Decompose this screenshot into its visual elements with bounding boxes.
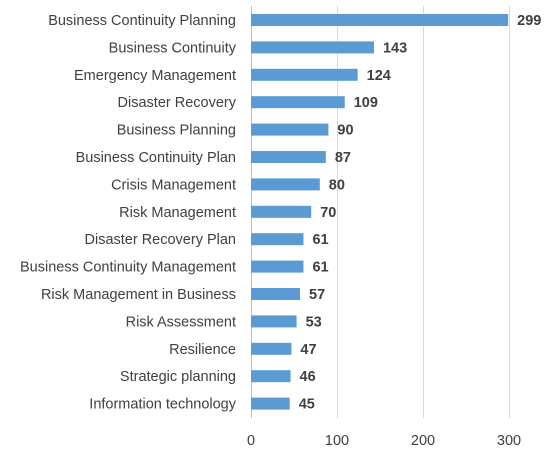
- category-label: Business Continuity Plan: [76, 150, 236, 166]
- category-label: Risk Management: [119, 205, 236, 221]
- x-axis-tick-labels: 0 100 200 300: [247, 433, 521, 449]
- category-label: Disaster Recovery Plan: [85, 232, 237, 248]
- bar: [251, 315, 297, 328]
- x-tick-label: 200: [411, 433, 435, 449]
- bar: [251, 14, 509, 26]
- bar: [251, 397, 290, 410]
- bar: [251, 260, 304, 273]
- data-label: 124: [367, 68, 391, 84]
- category-label: Disaster Recovery: [118, 95, 237, 111]
- data-label: 47: [300, 342, 316, 358]
- data-label: 45: [299, 397, 315, 413]
- data-label: 299: [517, 13, 541, 29]
- data-label: 57: [309, 287, 325, 303]
- data-label: 53: [306, 314, 322, 330]
- data-label: 109: [354, 95, 378, 111]
- category-label: Risk Assessment: [126, 314, 236, 330]
- bar: [251, 151, 326, 163]
- category-label: Business Continuity Management: [20, 260, 236, 276]
- x-tick-label: 300: [497, 433, 521, 449]
- x-tick-label: 100: [325, 433, 349, 449]
- data-label: 61: [312, 232, 328, 248]
- bar: [251, 370, 291, 383]
- data-label: 80: [329, 177, 345, 193]
- category-label: Crisis Management: [111, 177, 236, 193]
- category-label: Business Planning: [117, 123, 236, 139]
- bar: [251, 342, 292, 355]
- category-label: Business Continuity: [109, 40, 237, 56]
- bar: [251, 68, 358, 81]
- data-label: 143: [383, 40, 407, 56]
- bar: [251, 96, 345, 109]
- category-label: Information technology: [89, 397, 236, 413]
- bar: [251, 123, 329, 136]
- data-label: 46: [300, 369, 316, 385]
- data-label: 87: [335, 150, 351, 166]
- category-label: Resilience: [169, 342, 236, 358]
- x-tick-label: 0: [247, 433, 255, 449]
- bar: [251, 205, 312, 218]
- category-label: Emergency Management: [74, 68, 236, 84]
- data-label: 61: [312, 260, 328, 276]
- category-label: Strategic planning: [120, 369, 236, 385]
- category-labels: Business Continuity Planning Business Con…: [20, 13, 237, 413]
- category-label: Risk Management in Business: [41, 287, 236, 303]
- bar: [251, 233, 304, 246]
- bar: [251, 41, 374, 54]
- data-label: 90: [337, 123, 353, 139]
- bars: [251, 14, 509, 410]
- category-label: Business Continuity Planning: [48, 13, 236, 29]
- bar: [251, 178, 320, 191]
- data-label: 70: [320, 205, 336, 221]
- bar: [251, 288, 301, 300]
